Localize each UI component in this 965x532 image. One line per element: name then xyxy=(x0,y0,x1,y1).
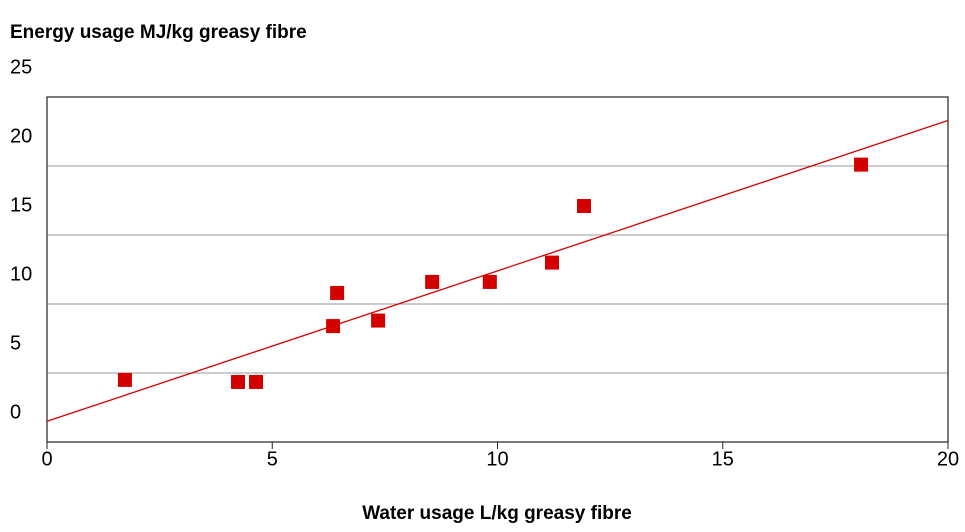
x-tick-label: 5 xyxy=(267,448,278,470)
marker xyxy=(371,313,386,328)
x-axis-label: Water usage L/kg greasy fibre xyxy=(362,503,632,524)
x-tick-label: 10 xyxy=(486,448,508,470)
marker xyxy=(249,374,264,389)
marker xyxy=(326,319,341,334)
marker xyxy=(545,255,560,270)
y-tick-label: 10 xyxy=(10,263,32,285)
x-tick-label: 15 xyxy=(712,448,734,470)
marker xyxy=(117,372,132,387)
y-tick-label: 15 xyxy=(10,194,32,216)
marker xyxy=(425,274,440,289)
y-tick-label: 0 xyxy=(10,401,21,423)
trend-line xyxy=(46,119,949,422)
marker xyxy=(330,285,345,300)
marker xyxy=(576,199,591,214)
y-tick-label: 25 xyxy=(10,56,32,78)
marker xyxy=(482,274,497,289)
x-tick-label: 0 xyxy=(41,448,52,470)
y-tick-label: 20 xyxy=(10,125,32,147)
marker xyxy=(231,374,246,389)
y-tick-label: 5 xyxy=(10,332,21,354)
marker xyxy=(854,157,869,172)
chart-title: Energy usage MJ/kg greasy fibre xyxy=(10,22,307,43)
x-tick-label: 20 xyxy=(937,448,959,470)
plot-frame xyxy=(46,96,949,443)
